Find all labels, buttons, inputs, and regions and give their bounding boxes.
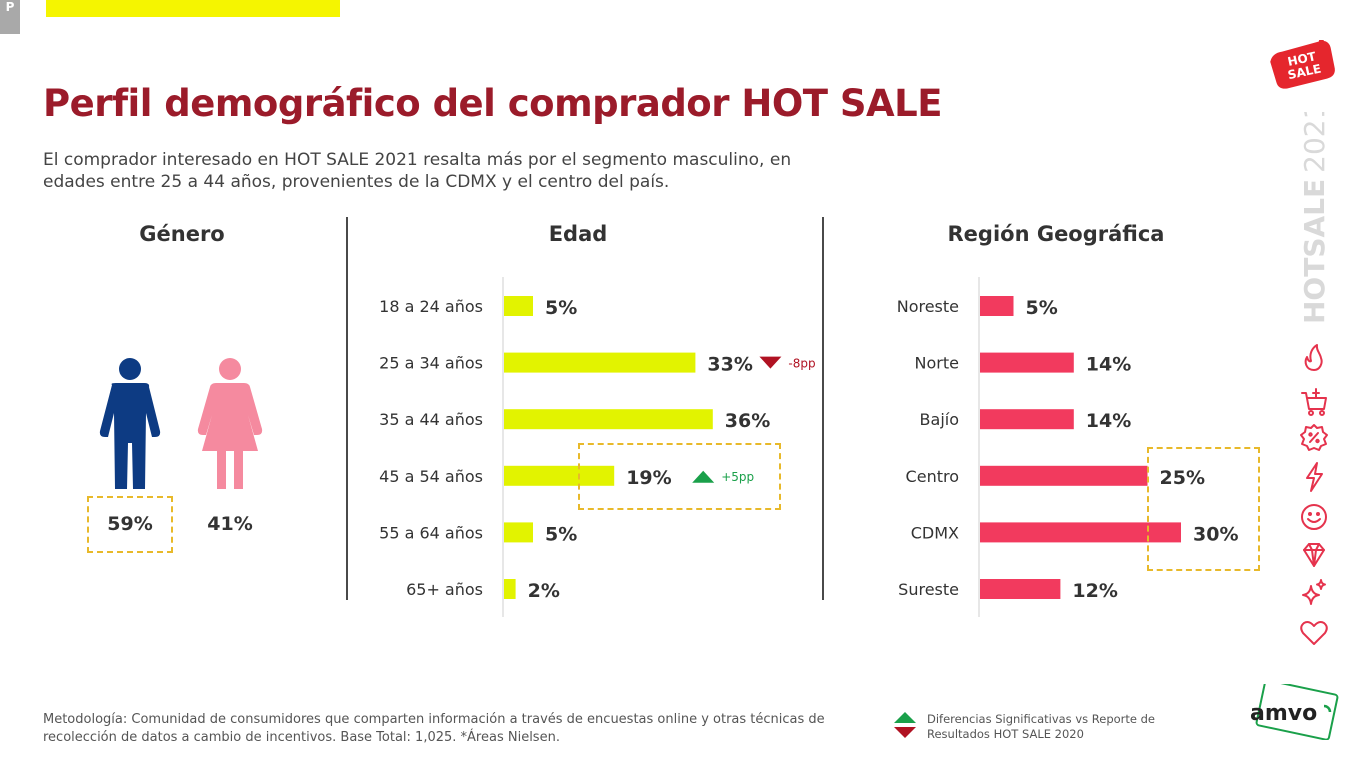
sparkles-icon — [1302, 579, 1326, 605]
page-title: Perfil demográfico del comprador HOT SAL… — [43, 82, 943, 125]
smile-icon — [1301, 504, 1327, 530]
corner-tab: P — [0, 0, 20, 34]
bar-45-a-54-anos — [504, 465, 615, 486]
male-figure-icon — [96, 357, 164, 495]
category-label-noreste: Noreste — [897, 297, 959, 316]
bar-centro — [980, 465, 1148, 486]
change-label-45-a-54-anos: +5pp — [721, 470, 754, 484]
category-label-45-a-54-anos: 45 a 54 años — [379, 467, 483, 486]
bar-noreste — [980, 296, 1014, 316]
category-label-35-a-44-anos: 35 a 44 años — [379, 410, 483, 429]
value-label-cdmx: 30% — [1193, 523, 1238, 545]
amvo-logo-text: amvo — [1250, 701, 1317, 726]
bar-cdmx — [980, 522, 1181, 543]
category-label-cdmx: CDMX — [911, 523, 959, 542]
heart-icon — [1300, 621, 1328, 645]
hot-sale-logo: HOT SALE — [1266, 34, 1340, 90]
bar-35-a-44-anos — [504, 409, 713, 430]
value-label-25-a-34-anos: 33% — [707, 354, 752, 376]
section-divider-1 — [346, 217, 348, 600]
bar-sureste — [980, 579, 1061, 599]
value-label-45-a-54-anos: 19% — [626, 467, 671, 489]
value-label-sureste: 12% — [1072, 580, 1117, 602]
age-bar-chart: 18 a 24 años 5% 25 a 34 años 33% -8pp 35 a 44… — [350, 275, 820, 620]
side-brand-text: HOTSALE 2021 — [1296, 102, 1336, 327]
category-label-25-a-34-anos: 25 a 34 años — [379, 354, 483, 373]
diamond-icon — [1303, 543, 1325, 567]
value-label-65-anos: 2% — [528, 580, 560, 602]
value-label-centro: 25% — [1160, 467, 1205, 489]
side-text-bold: HOTSALE — [1298, 179, 1331, 324]
page-subtitle: El comprador interesado en HOT SALE 2021… — [43, 150, 792, 192]
side-icon-column — [1298, 340, 1330, 654]
female-figure-icon — [196, 357, 264, 495]
region-bar-chart: Noreste 5% Norte 14% Bajío 14% Centro 25% CDMX 30… — [826, 275, 1266, 620]
value-label-18-a-24-anos: 5% — [545, 297, 577, 319]
top-accent-band — [46, 0, 340, 17]
down-arrow-icon — [759, 356, 782, 369]
bar-65-anos — [504, 579, 516, 599]
section-divider-2 — [822, 217, 824, 600]
category-label-bajio: Bajío — [920, 410, 959, 429]
change-label-25-a-34-anos: -8pp — [788, 357, 815, 371]
category-label-centro: Centro — [906, 467, 959, 486]
value-label-55-a-64-anos: 5% — [545, 523, 577, 545]
category-label-65-anos: 65+ años — [406, 580, 483, 599]
bar-18-a-24-anos — [504, 296, 533, 316]
age-chart-svg: 18 a 24 años 5% 25 a 34 años 33% -8pp 35 a 44… — [379, 277, 816, 617]
methodology-note: Metodología: Comunidad de consumidores q… — [43, 712, 825, 745]
cart-icon — [1301, 388, 1327, 416]
gender-section-title: Género — [139, 222, 225, 246]
age-section-title: Edad — [548, 222, 608, 246]
svg-text:HOTSALE2021: HOTSALE 2021 — [1298, 112, 1331, 324]
up-arrow-icon — [692, 470, 715, 483]
significance-legend-text: Diferencias Significativas vs Reporte de… — [927, 712, 1156, 741]
discount-badge-icon — [1300, 424, 1328, 451]
hot-sale-logo-line-2: SALE — [1286, 61, 1322, 82]
value-label-noreste: 5% — [1026, 297, 1058, 319]
amvo-logo: amvo — [1250, 679, 1342, 744]
category-label-norte: Norte — [915, 354, 959, 373]
bar-norte — [980, 352, 1074, 373]
bar-25-a-34-anos — [504, 352, 696, 373]
category-label-sureste: Sureste — [898, 580, 959, 599]
value-label-bajio: 14% — [1086, 410, 1131, 432]
category-label-18-a-24-anos: 18 a 24 años — [379, 297, 483, 316]
region-section-title: Región Geográfica — [947, 222, 1165, 246]
lightning-icon — [1306, 462, 1323, 492]
bar-bajio — [980, 409, 1074, 430]
region-chart-svg: Noreste 5% Norte 14% Bajío 14% Centro 25% CDMX 30… — [897, 277, 1238, 617]
significance-legend-icon — [893, 710, 917, 740]
gender-highlight-box — [87, 496, 173, 553]
side-text-light: 2021 — [1298, 112, 1331, 173]
flame-icon — [1304, 344, 1323, 371]
age-highlight-box — [578, 443, 781, 510]
category-label-55-a-64-anos: 55 a 64 años — [379, 523, 483, 542]
value-label-35-a-44-anos: 36% — [725, 410, 770, 432]
hot-sale-logo-line-1: HOT — [1286, 49, 1318, 69]
value-label-norte: 14% — [1086, 354, 1131, 376]
bar-55-a-64-anos — [504, 522, 533, 543]
male-percent-label: 59% — [107, 513, 153, 535]
female-percent-label: 41% — [207, 513, 253, 535]
region-highlight-box — [1147, 447, 1260, 571]
